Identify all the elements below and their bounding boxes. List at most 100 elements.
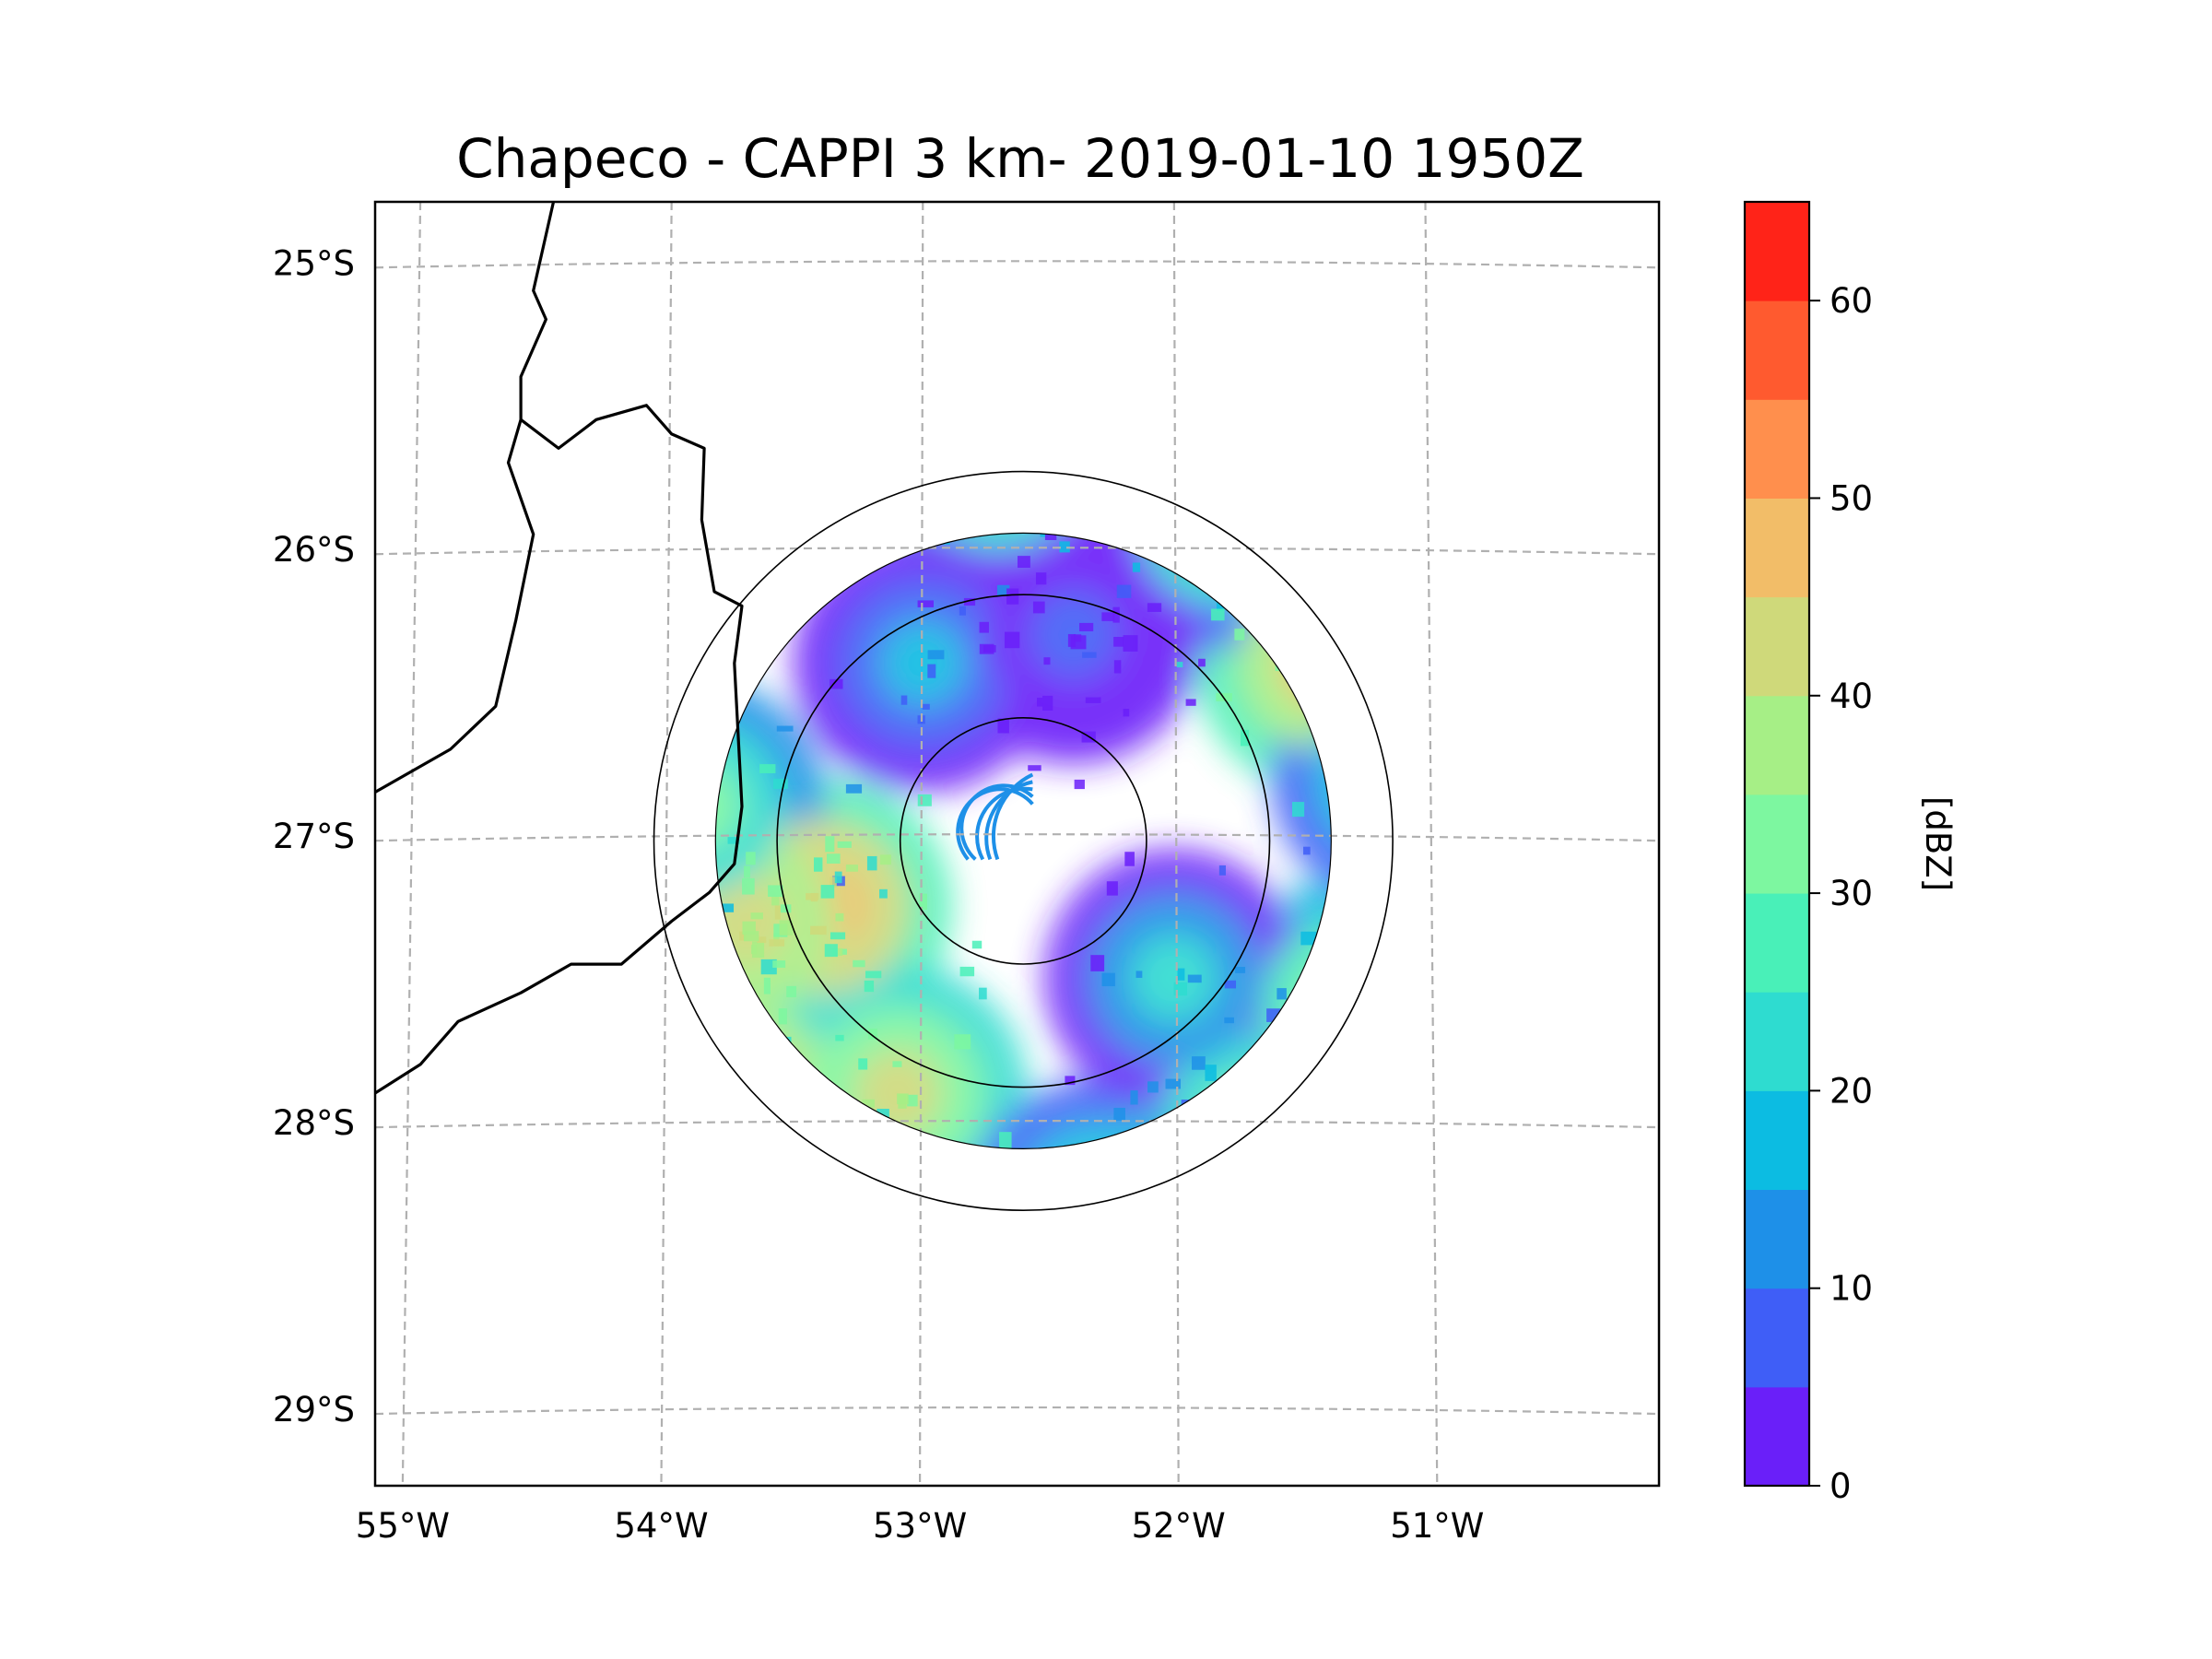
echo-pixel xyxy=(1130,1090,1138,1105)
echo-pixel xyxy=(1291,802,1305,818)
echo-pixel xyxy=(1040,477,1046,486)
echo-pixel xyxy=(1245,501,1262,509)
echo-pixel xyxy=(1036,382,1051,397)
echo-pixel xyxy=(995,472,1009,482)
echo-pixel xyxy=(1070,491,1076,502)
echo-pixel xyxy=(759,764,776,773)
lat-tick-label: 27°S xyxy=(273,817,355,856)
echo-pixel xyxy=(959,606,966,616)
colorbar-tick-label: 0 xyxy=(1830,1466,1852,1506)
echo-pixel xyxy=(1409,498,1421,509)
echo-pixel xyxy=(690,940,701,948)
echo-pixel xyxy=(1273,397,1286,414)
echo-pixel xyxy=(1388,490,1402,507)
echo-pixel xyxy=(1355,736,1364,747)
echo-pixel xyxy=(613,769,620,779)
echo-pixel xyxy=(1248,513,1257,528)
echo-pixel xyxy=(980,427,987,433)
echo-pixel xyxy=(1442,674,1451,686)
data-edge-ring xyxy=(714,532,1332,1149)
echo-pixel xyxy=(922,703,930,710)
echo-envelope xyxy=(715,591,725,850)
echo-pixel xyxy=(1275,659,1287,672)
echo-pixel xyxy=(1348,550,1355,558)
echo-body xyxy=(715,1120,860,1149)
echo-pixel xyxy=(959,966,975,977)
echo-pixel xyxy=(689,1327,695,1341)
echo-pixel xyxy=(1439,795,1453,804)
echo-pixel xyxy=(607,714,617,727)
echo-pixel xyxy=(612,643,628,657)
echo-pixel xyxy=(1006,588,1019,605)
echo-pixel xyxy=(943,484,952,492)
echo-pixel xyxy=(1085,697,1101,703)
echo-pixel xyxy=(1353,998,1367,1009)
echo-pixel xyxy=(1230,418,1243,431)
echo-pixel xyxy=(1044,533,1057,541)
echo-pixel xyxy=(1123,635,1138,652)
colorbar-tick-label: 50 xyxy=(1830,478,1873,518)
echo-pixel xyxy=(1388,582,1402,590)
map-frame xyxy=(373,200,1661,1488)
echo-pixel xyxy=(1460,689,1468,697)
echo-pixel xyxy=(779,1145,792,1149)
echo-pixel xyxy=(636,707,643,721)
echo-pixel xyxy=(845,865,858,872)
colorbar-tick-label: 40 xyxy=(1830,677,1873,716)
echo-pixel xyxy=(1379,657,1394,671)
echo-pixel xyxy=(768,885,783,897)
echo-pixel xyxy=(1113,1107,1125,1121)
echo-pixel xyxy=(636,865,647,876)
echo-pixel xyxy=(979,621,989,633)
echo-pixel xyxy=(1300,630,1314,645)
echo-pixel xyxy=(1132,562,1141,572)
echo-pixel xyxy=(1321,644,1331,655)
echo-pixel xyxy=(867,1029,877,1040)
echo-pixel xyxy=(1339,1221,1354,1231)
echo-core xyxy=(1305,962,1332,1052)
colorbar-segment xyxy=(1745,1189,1809,1289)
echo-pixel xyxy=(1091,418,1097,429)
echo-pixel xyxy=(724,1282,740,1290)
echo-pixel xyxy=(1211,608,1225,621)
colorbar-label: [dBZ] xyxy=(1918,796,1958,891)
echo-pixel xyxy=(702,1070,710,1078)
echo-pixel xyxy=(744,1045,757,1055)
echo-body xyxy=(1287,533,1332,665)
echo-pixel xyxy=(1112,1203,1126,1215)
echo-pixel xyxy=(1400,976,1417,983)
echo-pixel xyxy=(879,854,891,865)
echo-pixel xyxy=(712,1212,719,1218)
echo-pixel xyxy=(1134,434,1145,447)
echo-pixel xyxy=(700,1261,714,1276)
echo-core xyxy=(1330,533,1332,622)
echo-envelope xyxy=(715,1078,901,1149)
echo-pixel xyxy=(1082,1182,1096,1197)
echo-pixel xyxy=(1359,493,1371,500)
echo-pixel xyxy=(1420,867,1431,874)
echo-pixel xyxy=(853,959,865,968)
echo-pixel xyxy=(1412,668,1429,677)
echo-pixel xyxy=(1373,578,1383,592)
echo-core xyxy=(728,1163,817,1252)
echo-pixel xyxy=(697,937,703,947)
echo-core xyxy=(1180,533,1269,565)
echo-pixel xyxy=(1008,409,1018,423)
colorbar-tick-label: 10 xyxy=(1830,1269,1873,1309)
echo-pixel xyxy=(1101,972,1115,987)
echo-pixel xyxy=(1394,566,1401,582)
echo-pixel xyxy=(1244,1147,1255,1149)
echo-pixel xyxy=(1345,623,1361,633)
echo-pixel xyxy=(1185,699,1196,706)
echo-pixel xyxy=(1112,606,1120,623)
echo-pixel xyxy=(667,1109,677,1116)
echo-pixel xyxy=(1343,940,1350,956)
echo-pixel xyxy=(653,746,659,756)
echo-pixel xyxy=(1316,630,1328,638)
lon-gridline xyxy=(1424,202,1439,1486)
echo-pixel xyxy=(1168,1244,1181,1252)
echo-pixel xyxy=(715,809,716,821)
echo-core xyxy=(878,618,968,708)
echo-pixel xyxy=(743,931,759,942)
lon-gridline xyxy=(1172,202,1180,1486)
